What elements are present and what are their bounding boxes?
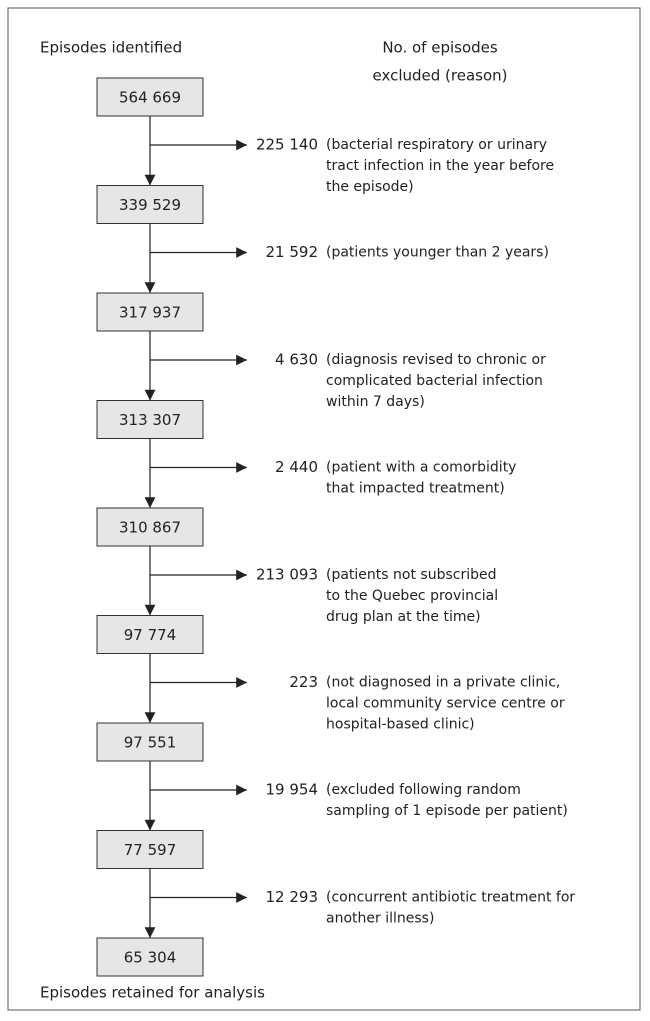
excluded-count: 213 093 bbox=[256, 566, 318, 584]
excluded-reason: (not diagnosed in a private clinic, bbox=[326, 675, 560, 691]
box bbox=[96, 937, 204, 977]
box bbox=[96, 507, 204, 547]
excluded-reason: complicated bacterial infection bbox=[326, 373, 543, 389]
box-label: 339 529 bbox=[119, 196, 181, 214]
excluded-reason: to the Quebec provincial bbox=[326, 588, 498, 604]
box-label: 65 304 bbox=[124, 949, 177, 967]
excluded-reason: sampling of 1 episode per patient) bbox=[326, 803, 568, 819]
excluded-reason: (patients younger than 2 years) bbox=[326, 245, 549, 261]
box bbox=[96, 830, 204, 869]
excluded-reason: another illness) bbox=[326, 911, 434, 927]
excluded-reason: (excluded following random bbox=[326, 782, 521, 798]
excluded-reason: local community service centre or bbox=[326, 696, 565, 712]
frame bbox=[7, 7, 641, 1011]
box-label: 317 937 bbox=[119, 304, 181, 322]
excluded-reason: hospital-based clinic) bbox=[326, 717, 475, 733]
left-header: Episodes identified bbox=[40, 39, 182, 57]
excluded-reason: the episode) bbox=[326, 179, 414, 195]
box-label: 310 867 bbox=[119, 519, 181, 537]
excluded-count: 2 440 bbox=[275, 458, 318, 476]
box bbox=[96, 185, 204, 224]
right-header: excluded (reason) bbox=[373, 67, 508, 85]
excluded-reason: (patient with a comorbidity bbox=[326, 460, 516, 476]
excluded-reason: drug plan at the time) bbox=[326, 609, 481, 625]
box-label: 97 551 bbox=[124, 734, 177, 752]
excluded-reason: (concurrent antibiotic treatment for bbox=[326, 890, 575, 906]
excluded-reason: tract infection in the year before bbox=[326, 158, 554, 174]
excluded-reason: (diagnosis revised to chronic or bbox=[326, 352, 546, 368]
excluded-count: 12 293 bbox=[266, 888, 319, 906]
box bbox=[96, 722, 204, 762]
box-label: 97 774 bbox=[124, 626, 177, 644]
excluded-reason: (patients not subscribed bbox=[326, 567, 496, 583]
box bbox=[96, 292, 204, 332]
excluded-count: 4 630 bbox=[275, 351, 318, 369]
box bbox=[96, 615, 204, 654]
box-label: 77 597 bbox=[124, 841, 177, 859]
right-header: No. of episodes bbox=[382, 39, 498, 57]
box-label: 564 669 bbox=[119, 89, 181, 107]
excluded-reason: that impacted treatment) bbox=[326, 481, 505, 497]
excluded-count: 19 954 bbox=[266, 781, 319, 799]
footer: Episodes retained for analysis bbox=[40, 984, 265, 1002]
excluded-reason: within 7 days) bbox=[326, 394, 425, 410]
box-label: 313 307 bbox=[119, 411, 181, 429]
excluded-reason: (bacterial respiratory or urinary bbox=[326, 137, 547, 153]
excluded-count: 225 140 bbox=[256, 136, 318, 154]
excluded-count: 223 bbox=[289, 673, 318, 691]
excluded-count: 21 592 bbox=[266, 243, 319, 261]
